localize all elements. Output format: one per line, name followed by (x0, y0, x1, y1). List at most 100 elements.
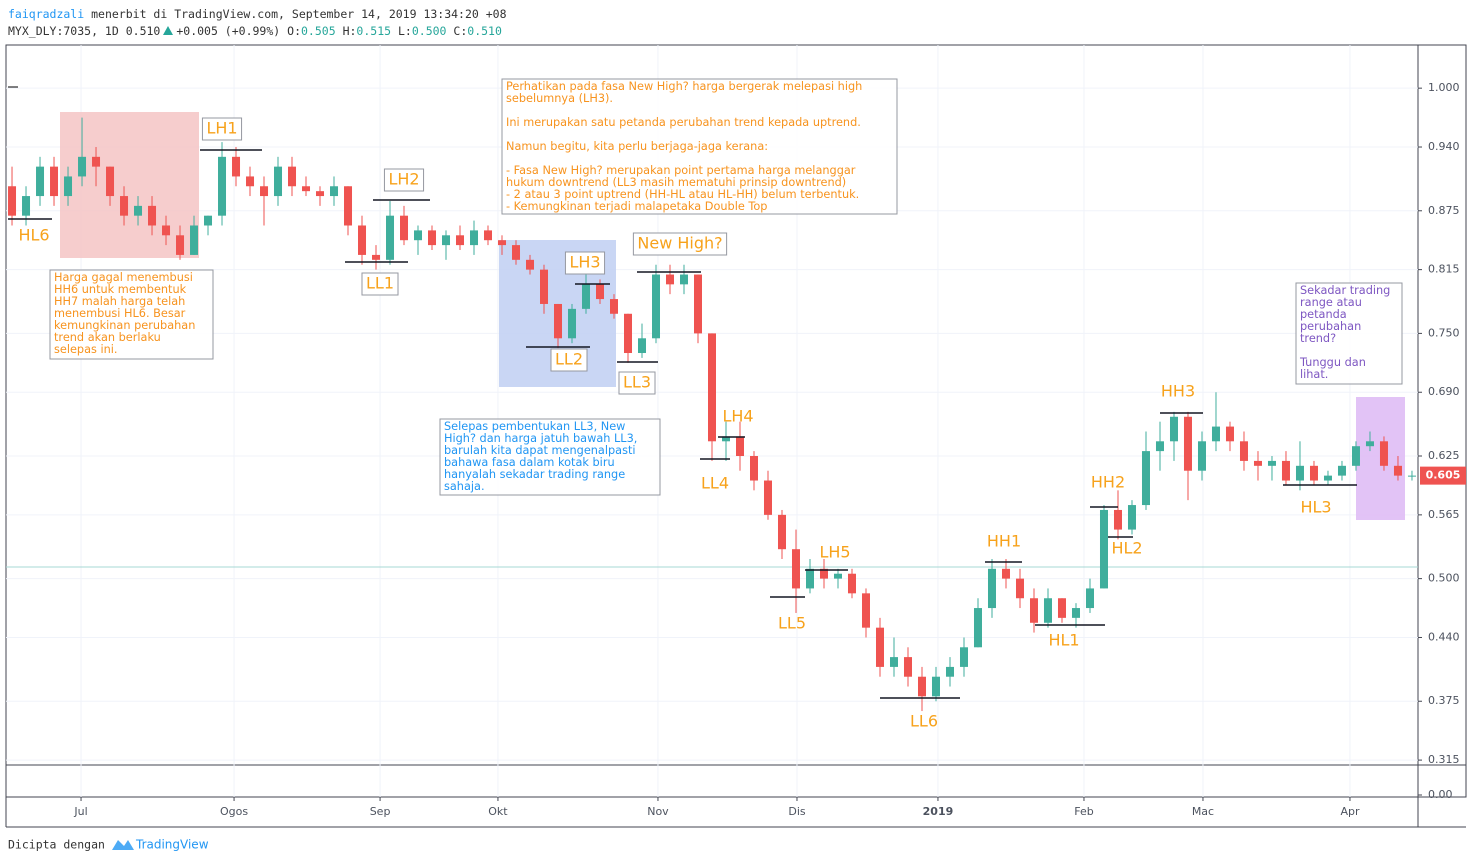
swing-label: LH2 (388, 170, 419, 189)
candle-body (1281, 460, 1290, 481)
lower-y-tick-label: 0.00 (1428, 788, 1453, 801)
footer-text: Dicipta dengan (8, 838, 105, 852)
note-line: Harga gagal menembusi (54, 271, 193, 284)
candle-body (148, 205, 157, 226)
candle-body (330, 186, 339, 197)
price-tag (1420, 466, 1466, 485)
candle-body (540, 269, 549, 304)
note-line: barulah kita dapat mengenalpasti (444, 444, 636, 457)
candle-body (78, 156, 87, 177)
candle-body (708, 333, 716, 442)
candle-body (162, 225, 171, 236)
l: 0.500 (412, 24, 447, 38)
candle-body (204, 215, 213, 226)
candle-body (903, 657, 912, 677)
y-tick-label: 0.565 (1428, 508, 1460, 521)
candle-body (1169, 416, 1178, 442)
candle-body (1295, 465, 1304, 481)
label-box (383, 168, 425, 192)
swing-label: HL1 (1048, 631, 1079, 650)
candle-body (763, 480, 772, 515)
candle-body (1197, 441, 1206, 471)
swing-label: HL2 (1111, 539, 1142, 558)
candle-body (36, 166, 45, 197)
candle-body (554, 303, 563, 339)
note-line: HH6 untuk membentuk (54, 283, 187, 296)
c: 0.510 (467, 24, 502, 38)
zone-pink (60, 112, 199, 258)
candle-body (1141, 451, 1150, 506)
note-line: trend? (1300, 332, 1336, 345)
label-box (618, 371, 656, 395)
o: 0.505 (301, 24, 336, 38)
candle-body (1183, 416, 1192, 471)
swing-label: HH3 (1161, 382, 1195, 401)
note-line: lihat. (1300, 368, 1328, 381)
note-line: sebelumnya (LH3). (506, 92, 613, 105)
candle-body (638, 338, 647, 354)
note-line: sahaja. (444, 480, 485, 493)
candle-body (610, 299, 619, 314)
candle-body (1379, 441, 1388, 466)
y-tick-label: 1.000 (1428, 81, 1460, 94)
y-tick-label: 0.750 (1428, 326, 1460, 339)
candle-body (260, 186, 269, 197)
candle-body (1309, 465, 1318, 481)
note-line: High? dan harga jatuh bawah LL3, (444, 432, 637, 445)
candle-body (22, 196, 31, 216)
y-tick-label: 0.875 (1428, 204, 1460, 217)
c-label: C: (453, 24, 467, 38)
candle-body (777, 514, 786, 550)
candle-body (1407, 475, 1416, 477)
note-box (501, 78, 898, 215)
h: 0.515 (356, 24, 391, 38)
candle-body (8, 186, 17, 216)
swing-label: HL6 (18, 226, 49, 245)
label-box (201, 117, 243, 141)
y-tick-label: 0.375 (1428, 694, 1460, 707)
candle-body (456, 235, 465, 246)
candle-body (1029, 598, 1038, 623)
candle-body (176, 235, 185, 255)
candle-body (50, 166, 59, 197)
candle-body (1351, 446, 1360, 466)
x-tick-label: 2019 (923, 805, 954, 818)
note-line: Sekadar trading (1300, 284, 1390, 297)
up-triangle (163, 26, 173, 35)
note-line: - 2 atau 3 point uptrend (HH-HL atau HL-… (506, 188, 859, 201)
candle-body (120, 196, 129, 216)
swing-label: HH1 (987, 532, 1021, 551)
header-line-2: MYX_DLY:7035, 1D 0.510 +0.005 (+0.99%) O:… (8, 24, 502, 38)
candle-body (386, 215, 395, 260)
x-tick-label: Ogos (220, 805, 248, 818)
candle-body (861, 593, 870, 628)
candle-body (596, 284, 605, 300)
candle-body (1099, 509, 1108, 589)
candle-body (973, 608, 982, 648)
note-line: petanda (1300, 308, 1347, 321)
logo (112, 840, 134, 850)
candle-body (666, 274, 675, 285)
o-label: O: (287, 24, 301, 38)
candle-body (959, 647, 968, 667)
candle-body (721, 436, 730, 442)
note-line: hanyalah sekadar trading range (444, 468, 625, 481)
candle-body (400, 215, 409, 241)
plot: 1.000 0.940 0.875 0.815 0.750 0.690 0.625 0.565… (5, 44, 1467, 828)
candle-body (288, 166, 297, 187)
candle-body (1001, 568, 1010, 579)
candle-body (1225, 426, 1234, 442)
candle-body (316, 191, 325, 197)
note-box (49, 269, 214, 360)
note-line: perubahan (1300, 320, 1361, 333)
y-tick-label: 0.625 (1428, 449, 1460, 462)
note-line: trend akan berlaku (54, 331, 161, 344)
candle-body (1071, 608, 1080, 618)
candle-body (1337, 465, 1346, 476)
swing-label: HL3 (1300, 498, 1331, 517)
candle-body (526, 259, 535, 270)
note-line: HH7 malah harga telah (54, 295, 185, 308)
note-line: menembusi HL6. Besar (54, 307, 186, 320)
candle-body (442, 235, 451, 246)
